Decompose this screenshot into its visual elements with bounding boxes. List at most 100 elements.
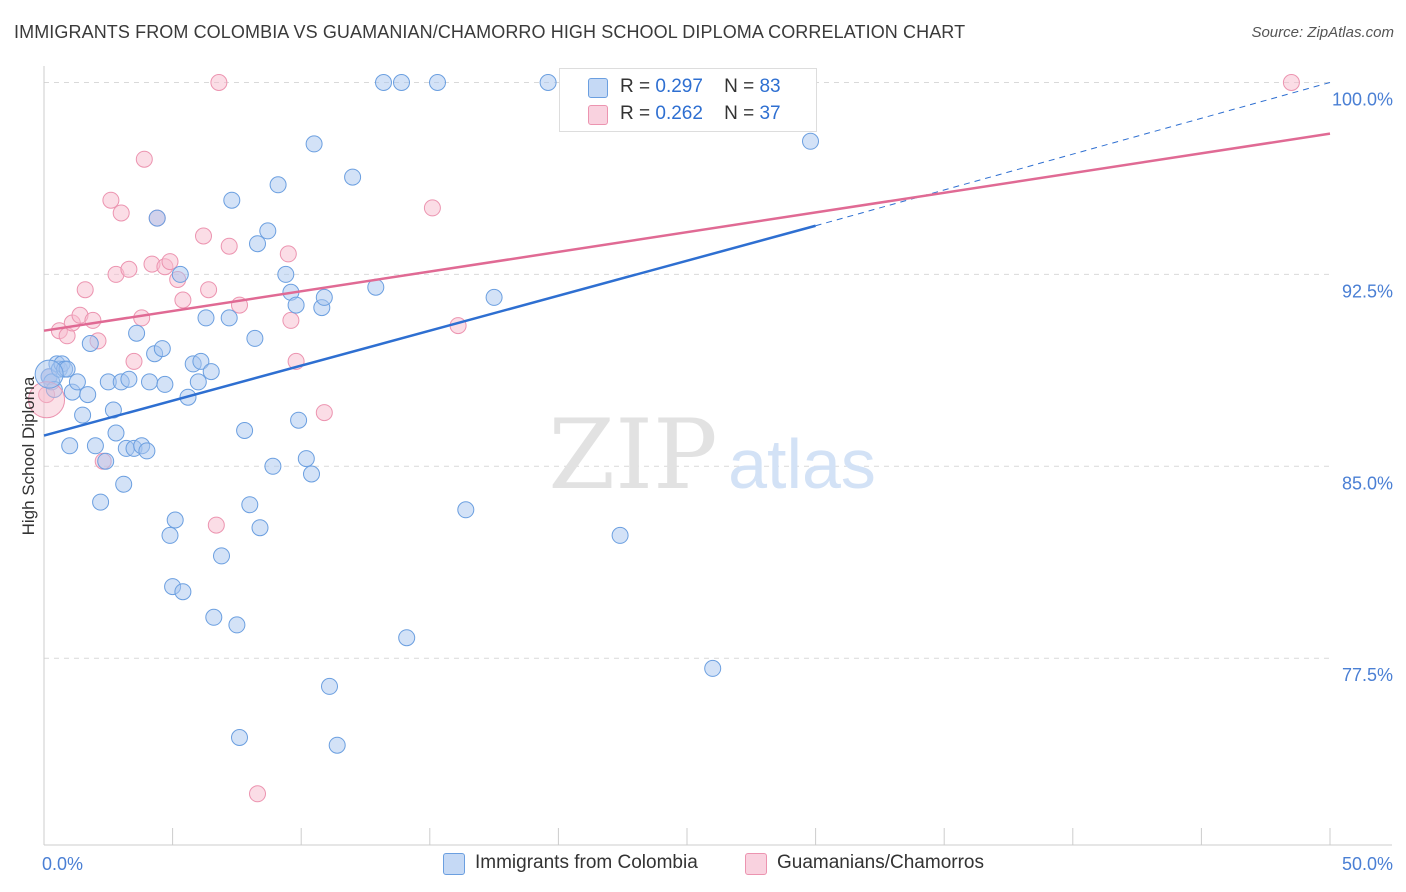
point-guam [315, 404, 333, 422]
point-colombia [128, 324, 146, 342]
point-guam [282, 311, 300, 329]
point-colombia [290, 411, 308, 429]
point-colombia [228, 616, 246, 634]
point-guam [161, 253, 179, 271]
x-tick-label: 50.0% [1342, 854, 1393, 874]
point-colombia [539, 74, 557, 91]
y-tick-label: 77.5% [1342, 665, 1393, 685]
point-colombia [251, 519, 269, 537]
point-colombia [236, 422, 254, 439]
point-guam [102, 191, 120, 209]
point-guam [76, 281, 94, 299]
point-colombia [220, 309, 238, 327]
point-colombia [171, 265, 189, 283]
trend-lines [43, 81, 1331, 437]
point-colombia [74, 406, 92, 424]
point-colombia [189, 373, 207, 391]
y-tick-label: 100.0% [1332, 89, 1393, 109]
point-guam [133, 309, 151, 327]
point-colombia [305, 135, 323, 153]
point-colombia [68, 373, 86, 391]
point-colombia [120, 370, 138, 388]
point-colombia [802, 132, 819, 150]
y-axis-label: High School Diploma [19, 376, 38, 535]
x-tick-label: 0.0% [42, 854, 83, 874]
point-colombia [611, 526, 629, 544]
point-colombia [264, 457, 282, 475]
point-colombia [328, 736, 346, 754]
point-colombia [485, 288, 503, 306]
point-colombia [107, 424, 125, 442]
point-colombia [277, 265, 295, 283]
point-guam [195, 227, 212, 245]
point-guam [84, 311, 102, 329]
point-guam [112, 204, 130, 222]
stats-legend: R = 0.297 N = 83 R = 0.262 N = 37 [559, 68, 817, 132]
point-colombia [303, 465, 320, 483]
point-colombia [174, 583, 192, 601]
point-colombia-cluster [34, 359, 64, 389]
point-colombia [166, 511, 184, 529]
point-colombia [246, 329, 264, 347]
point-colombia [375, 74, 392, 91]
point-colombia [61, 437, 79, 455]
guam-swatch [588, 105, 608, 125]
watermark-zip: ZIP [548, 399, 717, 511]
guam-legend-swatch [745, 853, 767, 875]
point-colombia [704, 659, 722, 677]
point-guam [279, 245, 297, 263]
n-value-guam: 37 [759, 103, 781, 124]
r-label: R = [620, 103, 651, 124]
point-colombia [86, 437, 104, 455]
point-colombia [192, 352, 210, 370]
n-value-colombia: 83 [759, 76, 781, 97]
r-value-guam: 0.262 [655, 103, 703, 124]
point-guam [249, 785, 266, 803]
grid [44, 81, 1330, 659]
point-colombia [141, 373, 158, 391]
point-guam [210, 74, 228, 91]
point-colombia [97, 452, 115, 470]
r-label: R = [620, 76, 651, 97]
point-guam [207, 516, 225, 534]
point-colombia [297, 450, 315, 468]
axis-labels: 77.5% 85.0% 92.5% 100.0% 0.0% 50.0% High Schoo… [19, 89, 1393, 874]
point-colombia [153, 340, 171, 358]
point-guam [200, 281, 218, 299]
point-colombia [138, 442, 156, 460]
point-colombia [115, 475, 133, 493]
point-guam [1282, 74, 1300, 91]
point-colombia [344, 168, 362, 186]
point-colombia [148, 209, 166, 227]
point-guam [135, 150, 153, 168]
y-tick-label: 85.0% [1342, 473, 1393, 493]
point-guam [220, 237, 238, 255]
n-label: N = [724, 103, 755, 124]
point-colombia [92, 493, 110, 511]
point-colombia [161, 526, 179, 544]
n-label: N = [724, 76, 755, 97]
point-guam [174, 291, 192, 309]
point-colombia [79, 386, 97, 404]
axes [43, 66, 1392, 846]
chart-title: IMMIGRANTS FROM COLOMBIA VS GUAMANIAN/CH… [14, 22, 966, 42]
scatter-points [28, 74, 1300, 803]
trend-colombia-extension [815, 81, 1331, 227]
point-colombia [197, 309, 215, 327]
source-label: Source: ZipAtlas.com [1251, 24, 1394, 41]
point-colombia [315, 288, 333, 306]
point-colombia [287, 296, 305, 314]
point-colombia [156, 375, 174, 393]
point-colombia [398, 629, 416, 647]
colombia-legend-swatch [443, 853, 465, 875]
point-colombia [259, 222, 277, 240]
point-colombia [223, 191, 241, 209]
watermark-atlas: atlas [728, 425, 876, 503]
point-colombia [213, 547, 230, 565]
point-colombia [393, 74, 410, 91]
r-value-colombia: 0.297 [655, 76, 703, 97]
point-colombia [321, 677, 338, 695]
colombia-swatch [588, 78, 608, 98]
point-colombia [457, 501, 475, 519]
